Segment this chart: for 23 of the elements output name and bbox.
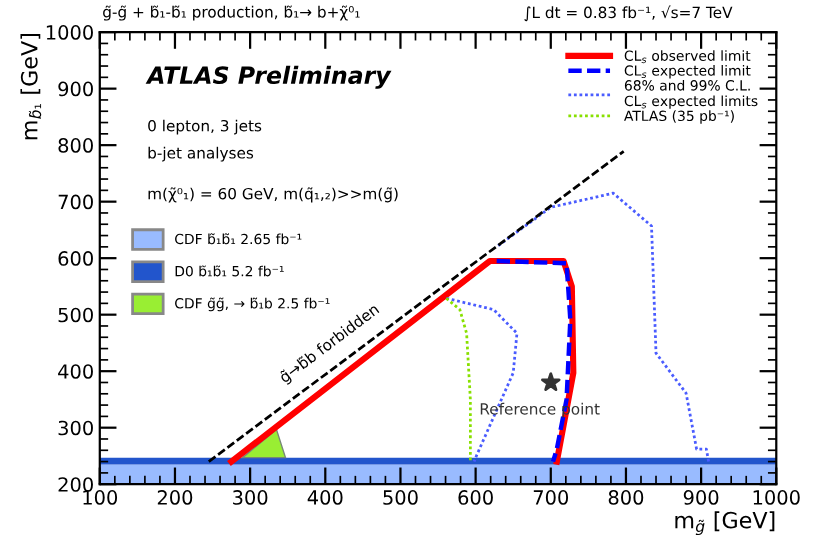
y-tick-label: 900 [58, 81, 93, 97]
x-tick-label: 500 [383, 490, 418, 505]
y-axis-title: m$_{b̃₁}$ [GeV] [20, 34, 42, 140]
line-series [444, 296, 472, 463]
y-tick-label: 600 [58, 251, 93, 266]
x-tick-label: 100 [83, 490, 118, 505]
y-tick-label: 1000 [46, 25, 93, 40]
y-tick-label: 300 [58, 420, 93, 436]
y-tick-label: 800 [58, 138, 93, 153]
x-tick-label: 400 [307, 490, 343, 505]
x-tick-label: 900 [683, 490, 719, 505]
x-tick-label: 800 [608, 490, 644, 505]
y-tick-label: 500 [58, 307, 93, 323]
x-tick-label: 200 [157, 490, 193, 505]
x-tick-label: 700 [533, 490, 569, 505]
annotation: ATLAS Preliminary [145, 65, 392, 89]
x-tick-label: 600 [458, 490, 493, 505]
y-tick-label: 400 [58, 364, 93, 379]
x-tick-label: 300 [233, 490, 268, 505]
x-tick-label: 1000 [753, 490, 800, 505]
x-axis-title: m$_{g̃}$ [GeV] [675, 511, 775, 536]
y-tick-label: 700 [58, 194, 93, 210]
y-tick-label: 200 [58, 477, 93, 492]
